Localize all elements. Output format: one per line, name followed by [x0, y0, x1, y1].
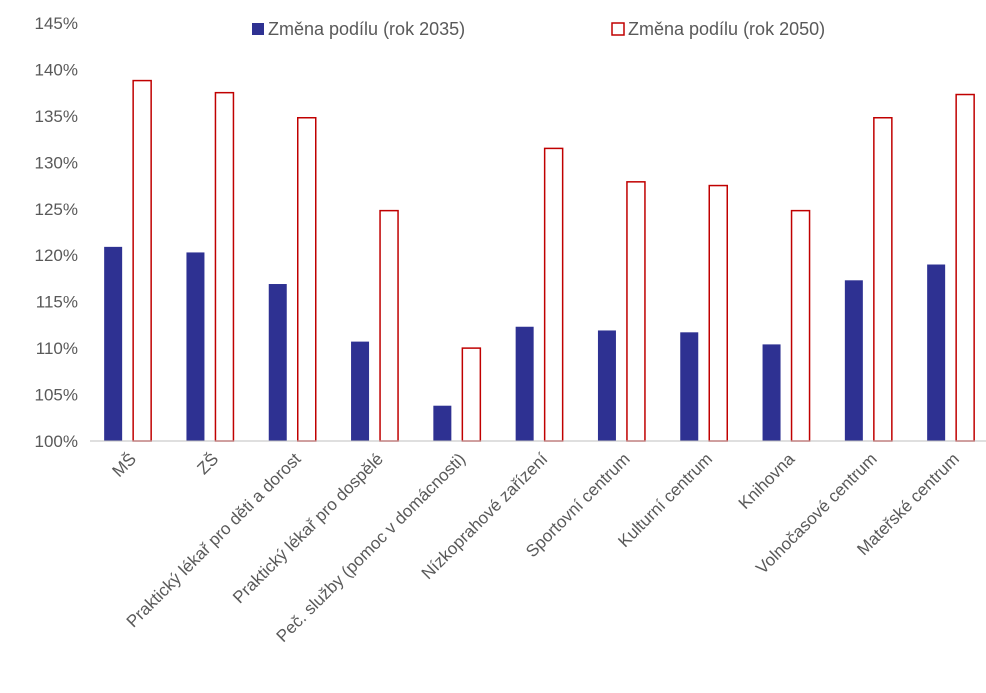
bar-2035 — [268, 284, 287, 441]
bar-2035 — [104, 246, 123, 441]
legend-label-2050: Změna podílu (rok 2050) — [628, 19, 825, 39]
x-tick-label: MŠ — [109, 449, 140, 480]
legend-swatch-2035 — [252, 23, 264, 35]
bar-2050 — [873, 116, 893, 442]
bar-2050 — [955, 93, 975, 442]
y-tick-label: 140% — [35, 60, 78, 79]
y-tick-label: 115% — [36, 293, 78, 312]
x-tick-label: Praktický lékař pro dospělé — [229, 449, 387, 607]
legend-swatch-2050 — [611, 22, 625, 36]
bar-2035 — [680, 332, 699, 441]
bar-2050 — [214, 91, 235, 442]
bar-2050 — [708, 184, 728, 442]
y-tick-label: 145% — [35, 14, 78, 33]
bar-2035 — [351, 341, 370, 441]
y-tick-label: 120% — [35, 246, 78, 265]
y-tick-label: 110% — [36, 339, 78, 358]
bar-2050 — [790, 209, 811, 442]
x-tick-label: Knihovna — [735, 449, 799, 513]
bar-2035 — [762, 344, 781, 441]
bar-2050 — [461, 347, 482, 442]
y-tick-label: 100% — [35, 432, 78, 451]
legend-label-2035: Změna podílu (rok 2035) — [268, 19, 465, 39]
x-tick-label: Praktický lékař pro děti a dorost — [123, 449, 305, 631]
bar-2050 — [297, 116, 317, 442]
y-tick-label: 105% — [35, 386, 78, 405]
bar-2035 — [186, 252, 205, 441]
y-tick-label: 125% — [35, 200, 78, 219]
bar-2050 — [132, 79, 152, 442]
x-tick-label: ZŠ — [193, 449, 222, 478]
bar-2035 — [433, 405, 452, 441]
bar-2050 — [379, 209, 399, 442]
bar-2050 — [543, 147, 564, 442]
bar-2035 — [844, 280, 863, 441]
bars-group — [104, 79, 975, 442]
bar-2035 — [597, 330, 616, 441]
bar-2035 — [515, 326, 534, 441]
y-axis: 100% 105% 110% 115% 120% 125% 130% 135% 140% 145% — [35, 14, 78, 451]
y-tick-label: 130% — [35, 153, 78, 172]
bar-2035 — [927, 264, 946, 441]
legend: Změna podílu (rok 2035) Změna podílu (rok… — [252, 19, 825, 39]
bar-2050 — [626, 181, 646, 442]
y-tick-label: 135% — [35, 107, 78, 126]
